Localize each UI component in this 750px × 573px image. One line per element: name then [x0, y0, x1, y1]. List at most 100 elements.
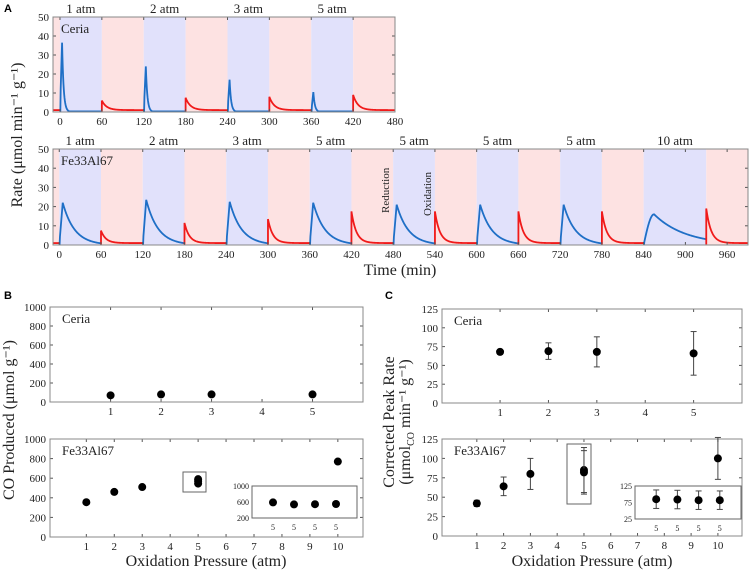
x-axis-title-c: Oxidation Pressure (atm)	[512, 553, 673, 570]
sample-label: Fe33Al67	[454, 443, 507, 458]
x-tick-label: 8	[662, 540, 668, 552]
x-tick-label: 300	[261, 116, 278, 128]
oxidation-band	[267, 149, 310, 245]
y-tick-label: 100	[422, 323, 439, 335]
inset-box	[634, 485, 742, 520]
x-tick-label: 6	[608, 540, 614, 552]
y-tick-label: 50	[427, 492, 439, 504]
inset: 200 600 1000 5 5 5 5	[233, 482, 358, 532]
y-tick-label: 50	[38, 12, 50, 24]
axes-box	[49, 306, 364, 403]
y-tick-label: 200	[30, 512, 47, 524]
oxidation-band	[101, 17, 144, 112]
y-axis-title-c-line2: (μmolCO min⁻¹ g⁻¹)	[397, 359, 417, 484]
x-tick-label: 480	[385, 249, 402, 261]
x-tick-label: 3	[139, 541, 145, 553]
reduction-band	[227, 17, 270, 112]
panel-B-ceria: 1 2 3 4 5 0 200 400 600 800 1000 Ceria	[24, 302, 364, 418]
x-axis-title-time: Time (min)	[364, 262, 437, 279]
y-tick-label: 400	[30, 493, 47, 505]
inset-x-tick-label: 5	[718, 524, 722, 533]
x-tick-label: 0	[57, 249, 63, 261]
pressure-label: 5 atm	[566, 133, 595, 148]
x-tick-label: 1	[108, 406, 114, 418]
oxidation-band	[53, 17, 60, 112]
y-tick-label: 20	[38, 202, 50, 214]
oxidation-rate-line	[183, 222, 227, 245]
reduction-rate-line	[392, 204, 436, 246]
pressure-label: 5 atm	[399, 133, 428, 148]
inset-y-tick-label: 1000	[233, 482, 249, 491]
y-tick-label: 125	[422, 434, 439, 446]
x-tick-label: 4	[167, 541, 173, 553]
y-tick-label: 30	[38, 182, 50, 194]
x-tick-label: 60	[96, 116, 108, 128]
annotation-reduction: Reduction	[380, 167, 392, 213]
data-point	[138, 483, 147, 492]
x-tick-label: 240	[218, 249, 235, 261]
pressure-label: 3 atm	[232, 133, 261, 148]
x-tick-label: 7	[251, 541, 257, 553]
x-tick-label: 660	[510, 249, 527, 261]
x-tick-label: 180	[177, 116, 194, 128]
inset-y-tick-label: 125	[620, 482, 632, 491]
reduction-rate-line	[309, 202, 352, 246]
x-tick-label: 2	[501, 540, 507, 552]
x-tick-label: 540	[427, 249, 444, 261]
y-tick-label: 25	[427, 379, 439, 391]
reduction-band	[560, 149, 602, 245]
x-tick-label: 9	[307, 541, 313, 553]
pressure-label: 3 atm	[234, 1, 263, 16]
inset-data-point	[311, 500, 319, 509]
ylabel-subscript: CO	[406, 432, 417, 446]
sample-label: Fe33Al67	[62, 443, 115, 458]
oxidation-rate-line	[267, 218, 310, 245]
y-tick-label: 400	[30, 359, 47, 371]
data-point	[82, 498, 91, 507]
x-tick-label: 960	[719, 249, 736, 261]
reduction-band	[311, 17, 354, 112]
x-tick-label: 180	[176, 249, 193, 261]
reduction-rate-line	[58, 202, 102, 246]
y-tick-label: 0	[44, 240, 50, 252]
reduction-rate-line	[310, 91, 354, 113]
x-tick-label: 6	[223, 541, 229, 553]
panel-label-a: A	[4, 3, 12, 15]
x-tick-label: 7	[635, 540, 641, 552]
panel-B-fe: 1 2 3 4 5 6 7 8 9 10 0 200 400 600 800 1000 Fe33Al67 200 6…	[24, 434, 364, 553]
y-tick-label: 0	[41, 532, 47, 544]
ylabel-part: min⁻¹ g⁻¹)	[397, 359, 414, 432]
data-point	[592, 347, 601, 356]
y-tick-label: 100	[422, 453, 439, 465]
oxidation-band	[353, 17, 395, 112]
sample-label: Ceria	[62, 311, 90, 326]
data-point	[110, 487, 119, 496]
reduction-rate-line	[643, 213, 707, 246]
x-tick-label: 5	[691, 407, 697, 419]
y-axis-title-rate: Rate (μmol min⁻¹ g⁻¹)	[9, 63, 26, 208]
reduction-band	[59, 149, 102, 245]
oxidation-rate-line	[352, 94, 396, 112]
reduction-band	[476, 149, 519, 245]
inset-x-tick-label: 5	[313, 523, 317, 532]
x-tick-label: 1	[474, 540, 480, 552]
y-tick-label: 30	[38, 50, 50, 62]
x-tick-label: 900	[677, 249, 694, 261]
y-tick-label: 800	[30, 454, 47, 466]
inset-box	[251, 485, 358, 519]
reduction-rate-line	[142, 199, 185, 246]
data-point	[157, 390, 166, 399]
reduction-band	[226, 149, 268, 245]
oxidation-band	[53, 149, 60, 245]
x-tick-label: 240	[219, 116, 236, 128]
sample-label: Ceria	[454, 313, 482, 328]
x-tick-label: 2	[112, 541, 118, 553]
y-tick-label: 0	[433, 531, 439, 543]
inset-x-tick-label: 5	[654, 524, 658, 533]
x-tick-label: 8	[279, 541, 285, 553]
oxidation-band	[184, 149, 227, 245]
y-axis-title-b: CO Produced (μmol g⁻¹)	[1, 340, 18, 500]
inset-x-tick-label: 5	[697, 524, 701, 533]
data-point	[544, 347, 553, 356]
